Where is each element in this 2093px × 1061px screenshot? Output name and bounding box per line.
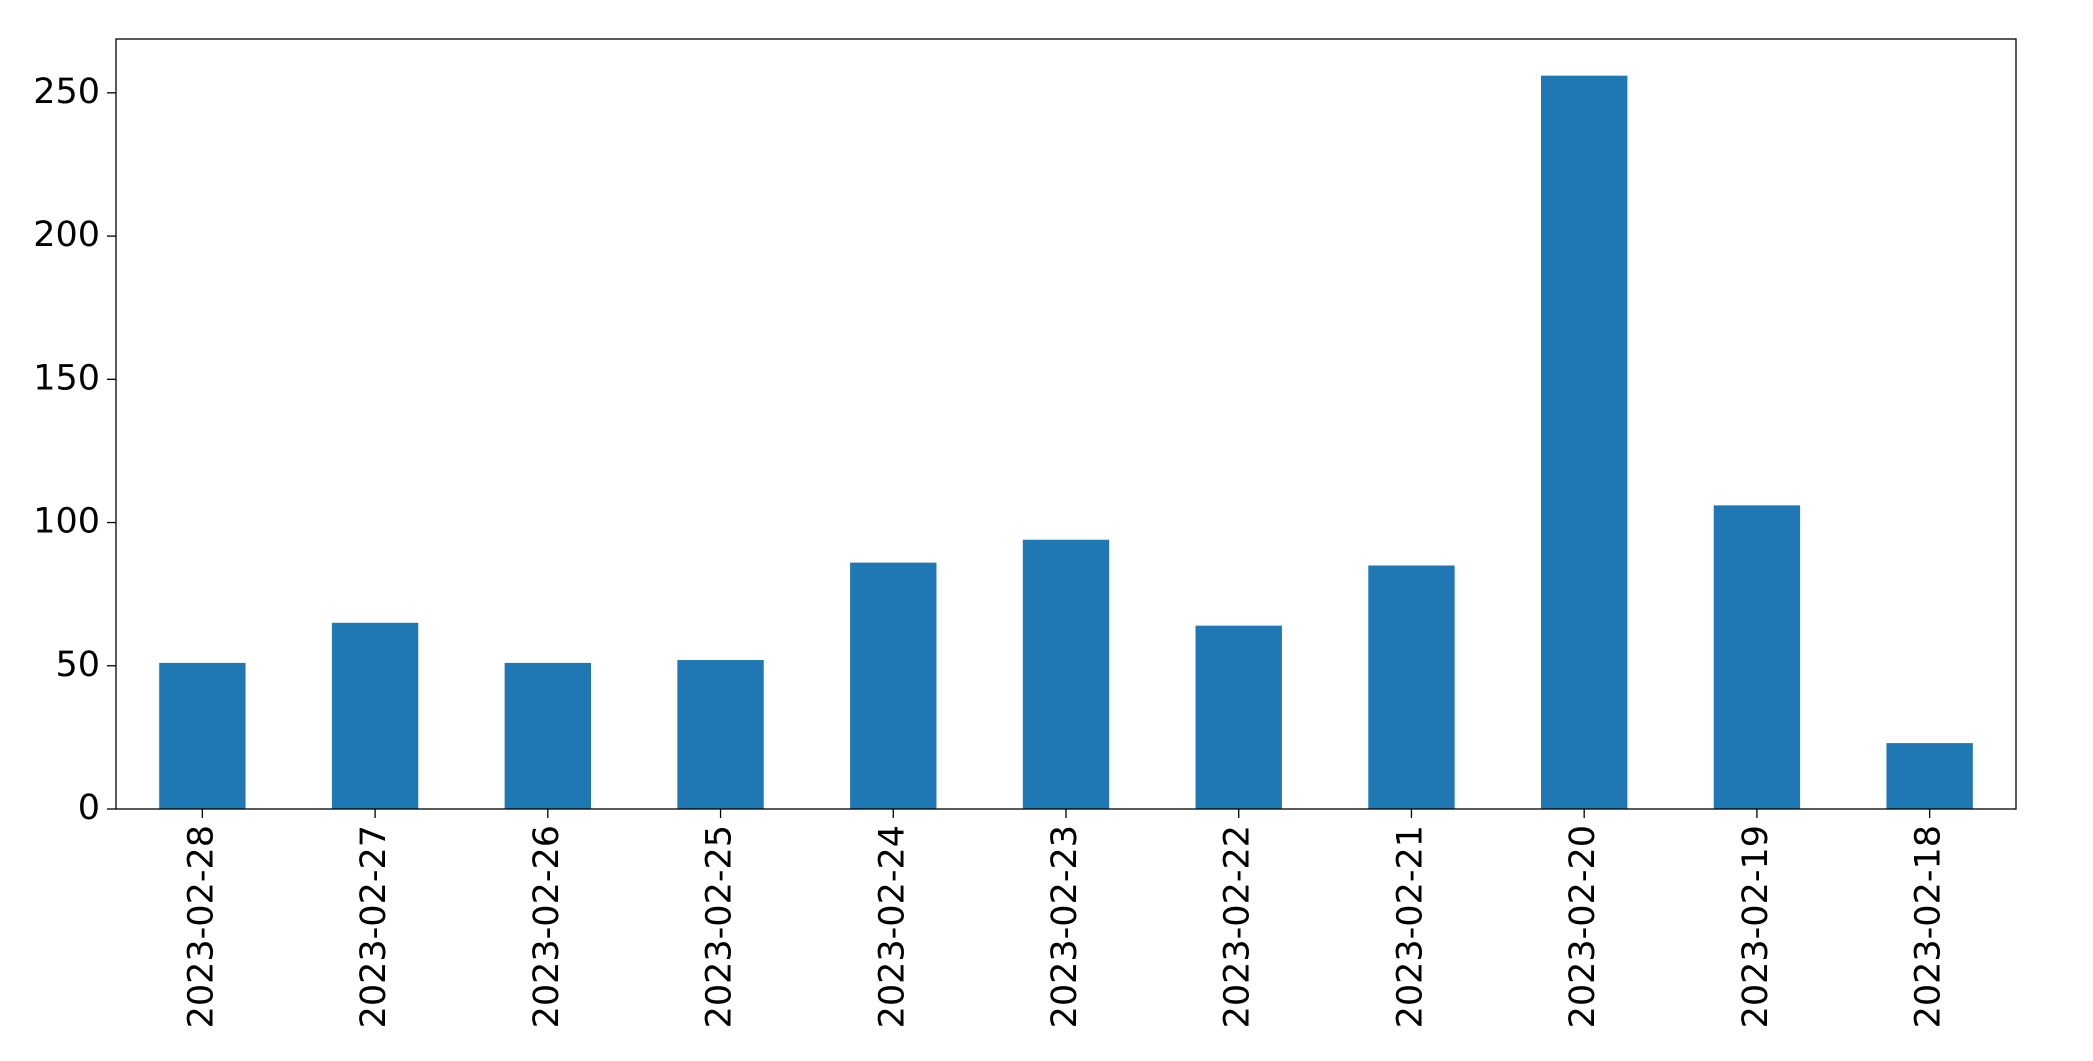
y-tick-label: 150 (33, 358, 100, 398)
x-tick-label: 2023-02-19 (1736, 825, 1776, 1028)
x-tick-label: 2023-02-18 (1909, 825, 1949, 1028)
x-tick-label: 2023-02-21 (1390, 825, 1430, 1028)
y-tick-label: 100 (33, 502, 100, 542)
bar (159, 662, 246, 809)
bar (1886, 743, 1973, 809)
bar (850, 562, 937, 809)
bar (1022, 539, 1110, 809)
x-tick-label: 2023-02-25 (700, 825, 740, 1028)
x-tick-label: 2023-02-26 (527, 825, 567, 1028)
plot-frame (115, 38, 2017, 810)
x-tick-label: 2023-02-28 (181, 825, 221, 1028)
x-tick-label: 2023-02-22 (1218, 825, 1258, 1028)
x-tick-label: 2023-02-27 (354, 825, 394, 1028)
x-tick-label: 2023-02-23 (1045, 825, 1085, 1028)
x-tick-label: 2023-02-20 (1563, 825, 1603, 1028)
bar (677, 660, 764, 809)
y-tick-label: 250 (33, 72, 100, 112)
bar (1368, 565, 1455, 809)
y-tick-label: 0 (78, 788, 100, 828)
y-tick-label: 50 (55, 645, 100, 685)
y-tick-label: 200 (33, 215, 100, 255)
bar (504, 662, 591, 809)
bar (1195, 625, 1282, 809)
bar (1713, 505, 1801, 809)
bar (1541, 75, 1628, 809)
bar (331, 622, 419, 809)
x-tick-label: 2023-02-24 (872, 825, 912, 1028)
